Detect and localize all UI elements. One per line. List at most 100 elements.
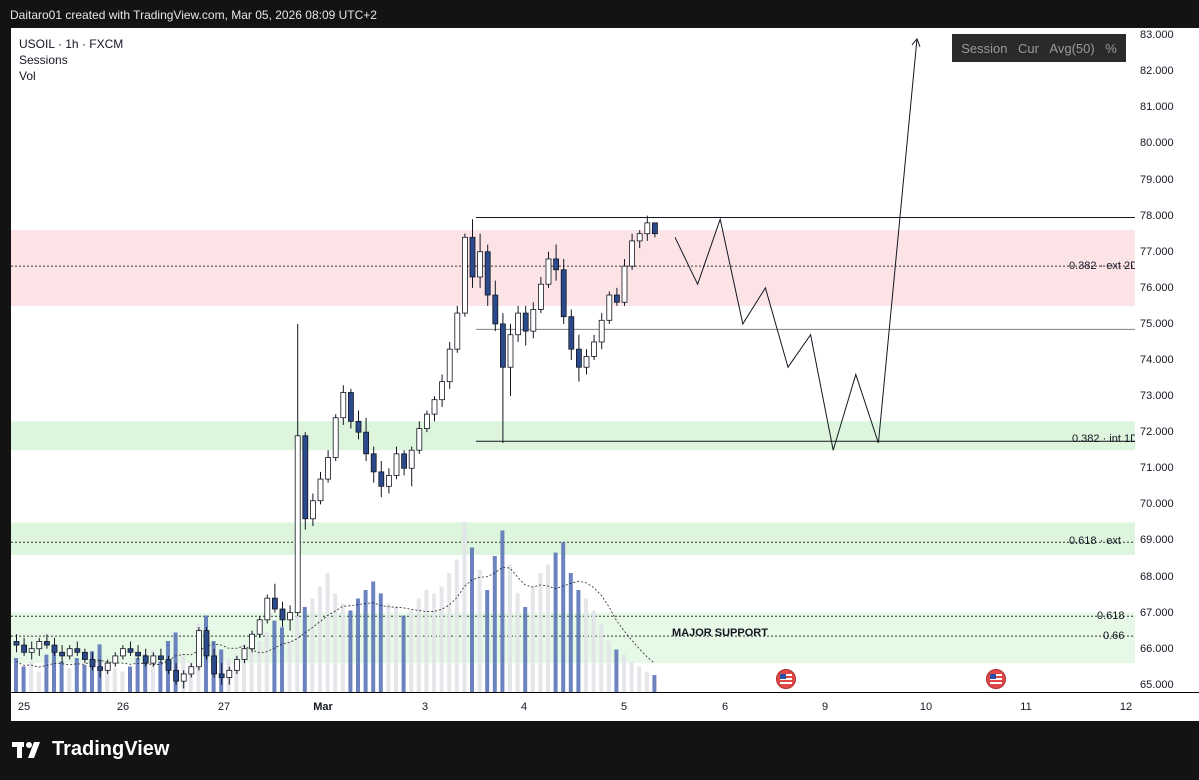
volume-bar <box>280 627 284 692</box>
us-flag-event-icon[interactable] <box>986 669 1006 689</box>
down-candle <box>576 348 582 368</box>
symbol-label[interactable]: USOIL · 1h · FXCM <box>19 37 124 51</box>
volume-bar <box>242 644 246 692</box>
up-candle <box>317 478 324 502</box>
volume-bar <box>310 598 315 692</box>
volume-bar <box>112 668 117 692</box>
up-candle <box>454 312 461 350</box>
fib-382-int-label: 0.382 · int 1D <box>1072 433 1135 445</box>
percent-button[interactable]: % <box>1105 40 1117 56</box>
down-candle <box>142 655 149 664</box>
volume-bar <box>14 658 18 692</box>
time-axis[interactable]: 25 26 27 Mar 3 4 5 6 9 10 11 12 <box>11 692 1135 721</box>
volume-bar <box>135 658 140 692</box>
major-support-zone <box>11 612 1135 664</box>
cur-button[interactable]: Cur <box>1017 40 1039 56</box>
up-candle <box>294 435 301 614</box>
volume-bar <box>454 559 459 692</box>
down-candle <box>279 608 286 621</box>
up-candle <box>233 659 240 671</box>
down-candle <box>484 251 491 296</box>
price-tick-label: 65.000 <box>1140 678 1174 691</box>
tradingview-brand-text: TradingView <box>52 738 170 760</box>
price-tick-label: 79.000 <box>1140 173 1174 186</box>
volume-bar <box>394 607 398 692</box>
up-candle <box>591 341 597 357</box>
volume-bar <box>302 607 307 692</box>
up-candle <box>256 619 263 635</box>
down-candle <box>560 269 567 318</box>
up-candle <box>439 381 446 401</box>
price-tick-label: 73.000 <box>1140 390 1174 403</box>
up-candle <box>598 319 605 343</box>
down-candle <box>82 651 88 660</box>
volume-bar <box>523 607 528 692</box>
up-candle <box>150 655 157 664</box>
volume-bar <box>614 649 619 692</box>
up-candle <box>264 597 271 621</box>
up-candle <box>325 457 332 480</box>
avg-button[interactable]: Avg(50) <box>1049 40 1095 56</box>
volume-bar <box>530 586 535 692</box>
up-candle <box>408 449 415 469</box>
down-candle <box>74 648 81 653</box>
volume-bar <box>629 661 634 692</box>
down-candle <box>370 453 377 473</box>
volume-bar <box>150 649 155 692</box>
volume-bar <box>173 632 178 692</box>
fib-66-label: 0.66 <box>1103 630 1125 642</box>
volume-ma-line <box>15 567 655 668</box>
up-candle <box>241 648 248 660</box>
down-candle <box>347 392 354 422</box>
price-axis[interactable]: 83.000 82.000 81.000 80.000 79.000 78.000 77.0… <box>1135 28 1199 692</box>
volume-bar <box>378 593 383 692</box>
volume-bar <box>401 615 406 692</box>
volume-bar <box>333 593 338 692</box>
chart-legend: USOIL · 1h · FXCM Sessions Vol <box>19 36 123 84</box>
chart-header-text: Daitaro01 created with TradingView.com, … <box>10 8 377 22</box>
up-candle <box>180 673 187 682</box>
volume-bar <box>538 573 543 692</box>
sessions-indicator-label[interactable]: Sessions <box>19 53 68 67</box>
down-candle <box>363 431 370 455</box>
up-candle <box>545 258 552 285</box>
down-candle <box>127 648 134 653</box>
down-candle <box>652 222 658 235</box>
fib-382-int-suffix: 1D <box>1123 433 1135 445</box>
axis-corner <box>1135 692 1199 721</box>
down-candle <box>21 644 28 653</box>
up-candle <box>431 399 438 415</box>
volume-bar <box>264 632 269 692</box>
session-button[interactable]: Session <box>961 40 1008 56</box>
volume-bar <box>576 590 581 692</box>
down-candle <box>271 597 278 610</box>
volume-bar <box>143 654 148 692</box>
price-chart[interactable] <box>11 28 1135 692</box>
up-candle <box>530 309 537 332</box>
volume-bar <box>591 610 596 692</box>
volume-bar <box>257 641 262 692</box>
chart-pane[interactable]: USOIL · 1h · FXCM Sessions Vol Session C… <box>11 28 1135 720</box>
volume-bar <box>371 581 376 692</box>
volume-bar <box>105 661 110 692</box>
volume-bar <box>363 590 368 692</box>
tradingview-logo-icon <box>12 741 40 758</box>
us-flag-event-icon[interactable] <box>776 669 796 689</box>
volume-bar <box>546 564 550 692</box>
volume-indicator-label[interactable]: Vol <box>19 69 36 83</box>
price-tick-label: 76.000 <box>1140 281 1174 294</box>
down-candle <box>165 659 172 671</box>
up-candle <box>120 648 126 657</box>
volume-bar <box>485 590 490 692</box>
volume-bar <box>325 573 330 692</box>
up-candle <box>195 630 202 668</box>
time-tick-label: Mar <box>313 701 333 713</box>
down-candle <box>173 669 180 682</box>
up-candle <box>477 251 484 278</box>
up-candle <box>393 453 400 476</box>
down-candle <box>203 630 210 657</box>
up-candle <box>446 348 453 383</box>
down-candle <box>218 673 225 678</box>
down-candle <box>13 641 20 646</box>
down-candle <box>469 236 476 278</box>
